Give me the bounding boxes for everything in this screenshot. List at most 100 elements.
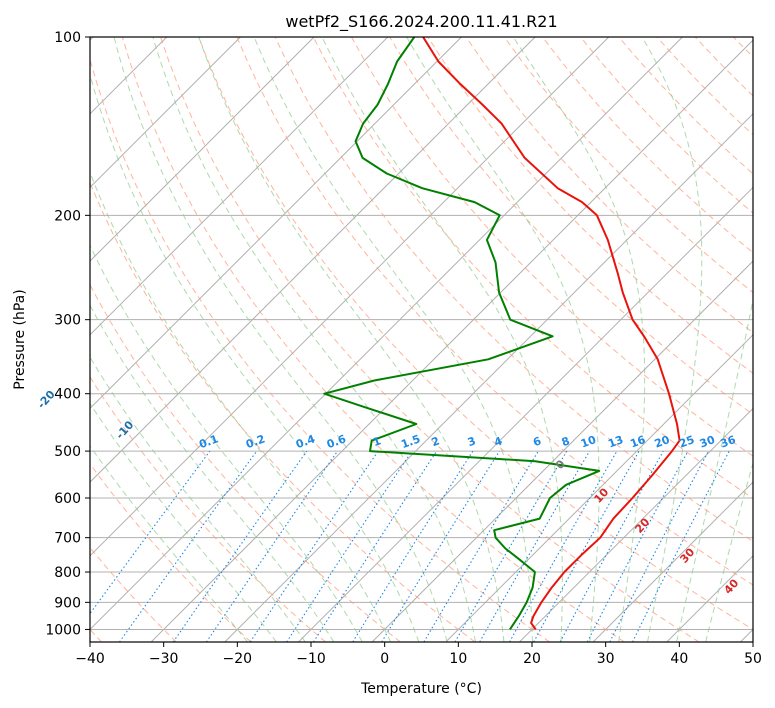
mixing-ratio-label: 20 — [653, 433, 672, 451]
moist-adiabat-line — [406, 37, 600, 642]
mixing-ratio-label: 36 — [719, 433, 738, 451]
mixing-ratio-label: 4 — [492, 434, 504, 449]
isotherm-line — [298, 186, 753, 642]
y-tick-label: 100 — [54, 30, 81, 46]
mixing-ratio-line — [249, 450, 379, 642]
moist-adiabat-line — [512, 37, 646, 642]
isotherm-line — [90, 37, 315, 262]
y-tick-label: 500 — [54, 444, 81, 460]
y-tick-label: 600 — [54, 491, 81, 507]
dewpoint-profile-line — [323, 37, 601, 630]
x-tick-label: −40 — [75, 651, 105, 667]
isotherm-line — [592, 481, 753, 642]
mixing-ratio-label: 10 — [579, 433, 598, 451]
isotherm-line — [371, 260, 753, 642]
moist-adiabat-line — [113, 37, 448, 642]
mixing-ratio-label: 0.1 — [197, 432, 220, 451]
mixing-ratio-label: 2 — [430, 434, 442, 449]
moist-adiabat-line — [90, 356, 306, 642]
x-tick-label: −30 — [149, 651, 179, 667]
data-layer — [323, 37, 681, 630]
x-tick-label: −10 — [296, 651, 326, 667]
dry-adiabat-line — [503, 37, 753, 294]
isotherm-line — [90, 37, 241, 189]
mixing-ratio-label: 3 — [466, 434, 478, 449]
y-tick-label: 300 — [54, 313, 81, 329]
dry-adiabat-line — [312, 37, 753, 499]
mixing-ratio-label: 30 — [698, 433, 717, 451]
moist-adiabat-line — [90, 171, 392, 642]
y-tick-label: 1000 — [45, 622, 81, 638]
x-tick-label: −20 — [223, 651, 253, 667]
mixing-ratio-label: 8 — [560, 434, 572, 449]
mixing-ratio-line — [381, 450, 500, 642]
x-tick-label: 30 — [597, 651, 615, 667]
x-tick-label: 0 — [380, 651, 389, 667]
dry-adiabat-line — [198, 37, 753, 631]
y-tick-label: 700 — [54, 531, 81, 547]
dry-adiabat-line — [90, 463, 252, 642]
y-tick-label: 900 — [54, 595, 81, 611]
moist-adiabat-line — [641, 37, 703, 642]
mixing-ratio-line — [172, 450, 308, 642]
isotherm-line — [150, 39, 753, 642]
mixing-ratio-line — [286, 450, 413, 642]
grid-layer — [90, 37, 753, 642]
plot-frame — [89, 36, 754, 643]
moist-adiabat-line — [676, 296, 753, 642]
chart-title: wetPf2_S166.2024.200.11.41.R21 — [285, 12, 557, 32]
moist-adiabat-line — [90, 402, 277, 642]
moist-adiabat-line — [253, 37, 533, 642]
y-tick-label: 400 — [54, 387, 81, 403]
moist-adiabat-line — [90, 72, 420, 642]
moist-adiabat-line — [321, 37, 563, 642]
isotherm-line — [90, 37, 610, 557]
temperature-profile-line — [422, 37, 681, 630]
mixing-ratio-line — [632, 450, 730, 642]
mixing-ratio-label: 6 — [531, 434, 543, 449]
mixing-ratio-line — [119, 450, 258, 642]
isotherm-line — [90, 37, 683, 631]
plot-area — [90, 37, 753, 642]
y-axis-title: Pressure (hPa) — [12, 289, 28, 389]
y-tick-label: 800 — [54, 565, 81, 581]
mixing-ratio-line — [533, 450, 640, 642]
mixing-ratio-label: 16 — [628, 433, 647, 451]
moist-adiabat-line — [198, 37, 505, 642]
mixing-ratio-label: 25 — [677, 433, 696, 450]
mixing-ratio-label: 0.4 — [294, 432, 317, 451]
mixing-ratio-line — [313, 450, 438, 642]
mixing-ratio-label: 0.6 — [325, 432, 348, 451]
isotherm-line — [445, 334, 753, 642]
mixing-ratio-line — [205, 450, 338, 642]
moist-adiabat-line — [90, 444, 249, 642]
axes-layer: −40 −30 −20 −10 0 10 20 30 40 5010020030040050060… — [45, 30, 762, 667]
dry-adiabat-line — [236, 37, 753, 586]
moist-adiabat-line — [90, 244, 363, 642]
dry-adiabat-line — [274, 37, 753, 542]
x-tick-label: 10 — [449, 651, 467, 667]
y-tick-label: 200 — [54, 208, 81, 224]
mixing-ratio-label: 0.2 — [244, 432, 267, 451]
mixing-ratio-label: 1.5 — [399, 432, 422, 451]
isotherm-line — [90, 37, 536, 483]
mixing-ratio-line — [559, 450, 664, 642]
isotherm-line — [519, 407, 753, 642]
mixing-ratio-label: 13 — [606, 433, 625, 450]
isotherm-line — [224, 113, 753, 642]
moist-adiabat-line — [90, 304, 335, 642]
x-axis-title: Temperature (°C) — [360, 681, 482, 697]
dry-adiabat-line — [160, 37, 700, 642]
x-tick-label: 50 — [744, 651, 762, 667]
isotherm-line — [90, 37, 462, 410]
dry-adiabat-line — [90, 376, 326, 642]
moist-adiabat-line — [152, 37, 476, 642]
moist-adiabat-line — [705, 461, 753, 642]
mixing-ratio-line — [90, 450, 211, 615]
mixing-ratio-label: 1 — [371, 434, 383, 449]
mixing-ratio-line — [509, 450, 618, 642]
x-tick-label: 20 — [523, 651, 541, 667]
x-tick-label: 40 — [670, 651, 688, 667]
dry-adiabat-line — [90, 57, 551, 642]
